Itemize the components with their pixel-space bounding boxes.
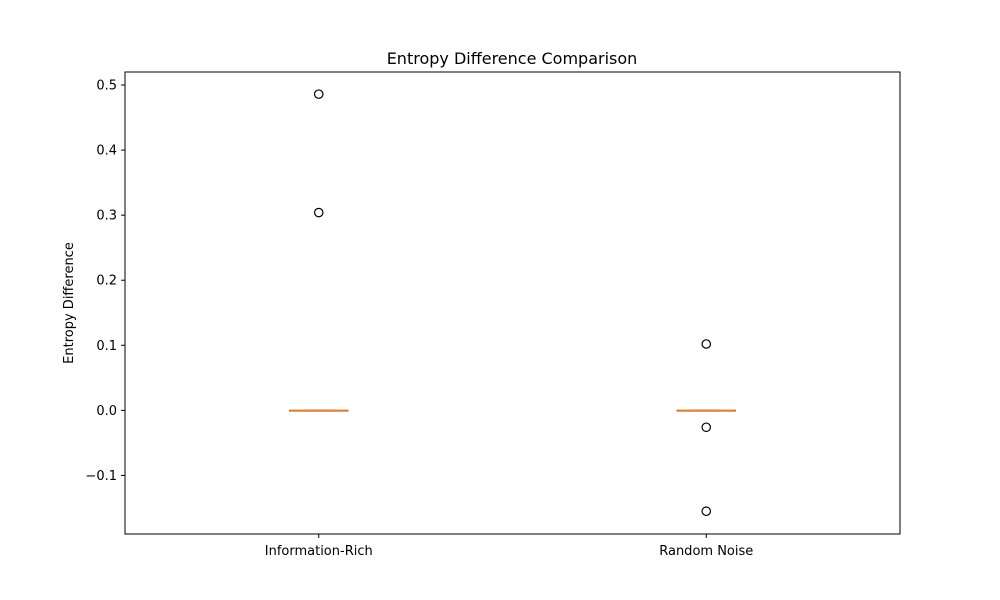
y-tick-label: 0.5 [96,79,117,94]
y-tick-label: −0.1 [85,469,117,484]
y-tick-label: 0.4 [96,144,117,159]
y-axis: −0.1 0.0 0.1 0.2 0.3 0.4 0.5 [85,79,125,484]
outlier-point [313,89,324,99]
y-tick-label: 0.1 [96,339,117,354]
x-tick-label: Information-Rich [265,544,373,559]
x-axis: Information-Rich Random Noise [265,534,753,559]
outlier-point [701,506,712,517]
box-0 [289,89,349,412]
outlier-point [313,207,324,218]
outlier-point [701,339,712,349]
y-tick-label: 0.0 [96,404,117,419]
y-tick-label: 0.2 [96,274,117,289]
plot-frame [124,71,901,535]
chart-title: Entropy Difference Comparison [387,49,638,68]
box-1 [676,339,736,517]
x-tick-label: Random Noise [659,544,753,559]
y-axis-label: Entropy Difference [62,242,77,364]
y-tick-label: 0.3 [96,209,117,224]
outlier-point [701,422,712,433]
boxes [289,89,736,517]
